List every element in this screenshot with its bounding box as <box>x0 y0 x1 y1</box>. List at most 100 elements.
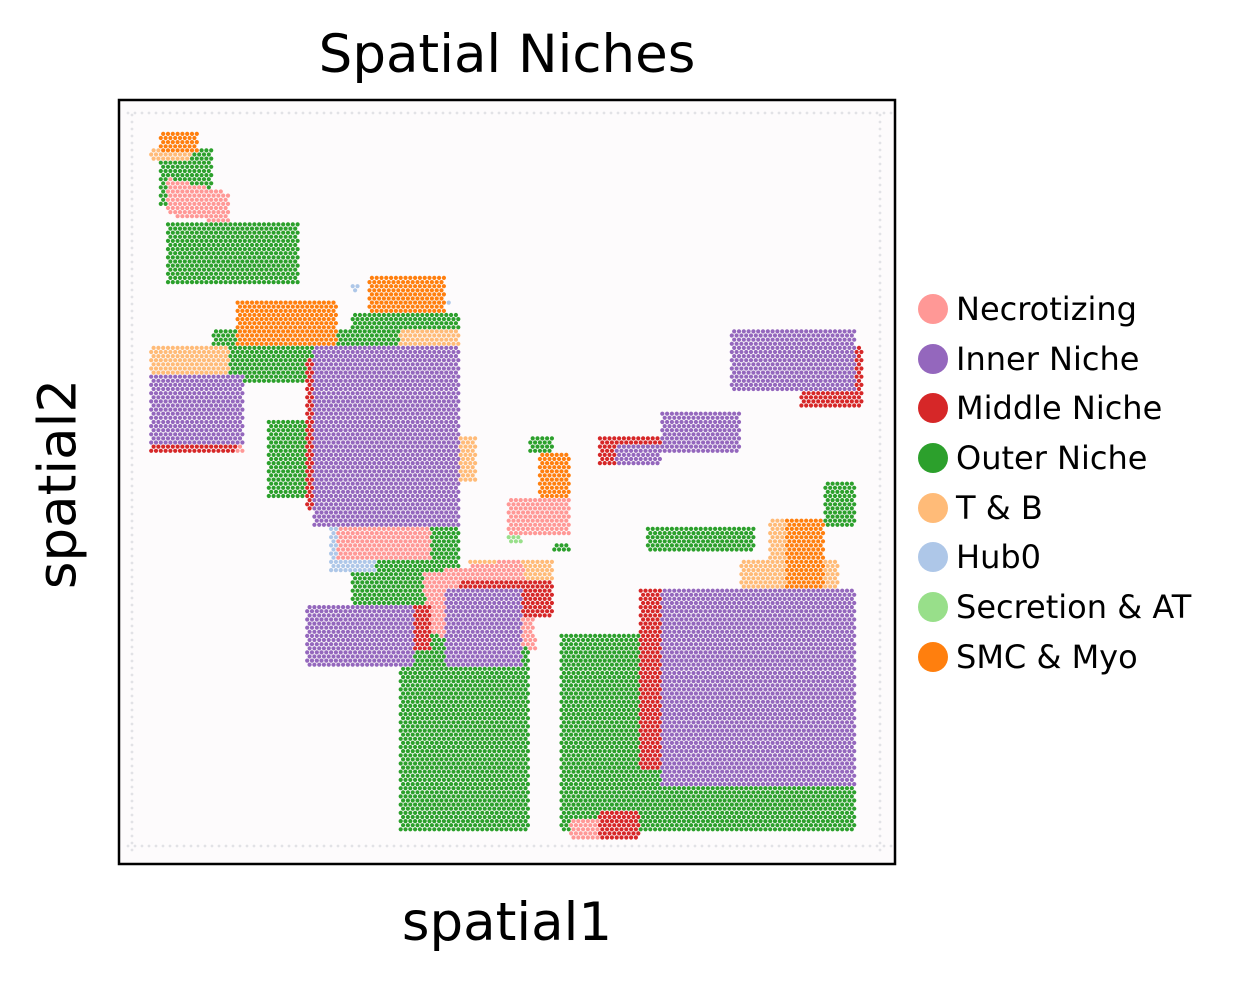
spot-smc-myo <box>437 275 442 280</box>
spot-middle-niche <box>600 448 605 453</box>
spot-necrotizing <box>197 185 202 190</box>
spot-outer-niche <box>278 226 283 231</box>
spot-middle-niche <box>309 428 315 433</box>
spot-middle-niche <box>305 428 310 433</box>
spot-inner-niche <box>693 428 699 433</box>
spot-outer-niche <box>648 539 653 544</box>
spot-inner-niche <box>453 395 458 400</box>
spot-outer-niche <box>717 526 723 532</box>
spot-t-b <box>180 354 185 359</box>
spot-outer-niche <box>271 469 276 474</box>
spot-t-b <box>168 366 173 371</box>
spot-smc-myo <box>293 317 298 322</box>
spot-outer-niche <box>533 440 538 445</box>
spot-inner-niche <box>734 415 739 420</box>
spot-inner-niche <box>432 514 437 519</box>
spot-inner-niche <box>626 444 631 449</box>
spot-inner-niche <box>744 366 749 371</box>
spot-inner-niche <box>377 461 382 466</box>
spot-inner-niche <box>825 341 830 346</box>
spot-inner-niche <box>187 432 192 437</box>
spot-t-b <box>765 559 770 565</box>
spot-outer-niche <box>187 226 192 231</box>
spot-inner-niche <box>439 370 444 375</box>
spot-smc-myo <box>537 465 543 470</box>
spot-inner-niche <box>729 349 734 355</box>
spot-outer-niche <box>734 531 739 536</box>
spot-middle-niche <box>811 391 816 396</box>
spot-smc-myo <box>290 312 295 318</box>
spot-inner-niche <box>770 378 775 383</box>
spot-inner-niche <box>456 465 461 470</box>
spot-outer-niche <box>285 255 291 260</box>
spot-t-b <box>468 559 473 565</box>
spot-inner-niche <box>218 419 223 425</box>
spot-necrotizing <box>561 531 567 536</box>
spot-t-b <box>156 156 161 161</box>
spot-necrotizing <box>401 535 406 540</box>
spot-inner-niche <box>218 378 223 383</box>
spot-inner-niche <box>317 432 322 437</box>
spot-inner-niche <box>732 345 737 350</box>
spot-inner-niche <box>158 424 163 429</box>
spot-inner-niche <box>405 444 410 449</box>
spot-middle-niche <box>859 349 864 355</box>
spot-outer-niche <box>744 531 749 536</box>
spot-smc-myo <box>813 518 818 523</box>
spot-necrotizing <box>401 551 406 556</box>
spot-outer-niche <box>261 354 267 359</box>
spot-inner-niche <box>321 489 326 494</box>
spot-inner-niche <box>425 444 430 449</box>
spot-outer-niche <box>209 164 214 169</box>
spot-smc-myo <box>381 288 386 293</box>
spot-middle-niche <box>216 448 221 453</box>
spot-inner-niche <box>180 419 185 425</box>
spot-inner-niche <box>403 399 408 404</box>
spot-inner-niche <box>221 382 226 387</box>
spot-inner-niche <box>401 345 406 350</box>
spot-inner-niche <box>338 510 343 515</box>
spot-outer-niche <box>732 543 737 548</box>
spot-inner-niche <box>617 461 622 466</box>
spot-inner-niche <box>427 374 432 379</box>
spot-outer-niche <box>847 485 852 490</box>
spot-t-b <box>465 465 470 470</box>
spot-inner-niche <box>679 436 684 441</box>
spot-inner-niche <box>770 345 775 350</box>
spot-inner-niche <box>374 448 379 453</box>
spot-inner-niche <box>333 345 338 350</box>
spot-middle-niche <box>832 403 838 408</box>
spot-hub0 <box>329 535 334 540</box>
spot-outer-niche <box>691 531 696 536</box>
spot-necrotizing <box>384 547 389 552</box>
spot-necrotizing <box>417 531 422 536</box>
spot-smc-myo <box>276 312 281 318</box>
spot-outer-niche <box>257 354 262 359</box>
spot-outer-niche <box>290 255 295 260</box>
spot-middle-niche <box>856 362 862 367</box>
spot-inner-niche <box>444 493 449 499</box>
spot-middle-niche <box>309 485 315 490</box>
spot-inner-niche <box>703 419 708 425</box>
spot-inner-niche <box>158 382 163 387</box>
spot-inner-niche <box>336 399 341 404</box>
spot-necrotizing <box>511 502 516 507</box>
spot-smc-myo <box>410 304 415 309</box>
spot-outer-niche <box>446 547 451 552</box>
spot-inner-niche <box>211 415 216 420</box>
spot-inner-niche <box>405 502 410 507</box>
spot-t-b <box>216 349 221 355</box>
spot-necrotizing <box>180 189 185 194</box>
spot-outer-niche <box>823 510 828 515</box>
spot-outer-niche <box>835 514 840 519</box>
spot-inner-niche <box>348 436 353 441</box>
spot-inner-niche <box>734 424 739 429</box>
spot-inner-niche <box>429 469 434 474</box>
spot-outer-niche <box>283 242 288 248</box>
spot-inner-niche <box>187 391 192 396</box>
spot-inner-niche <box>192 432 197 437</box>
spot-inner-niche <box>345 465 350 470</box>
spot-outer-niche <box>437 555 442 560</box>
spot-middle-niche <box>835 391 840 396</box>
